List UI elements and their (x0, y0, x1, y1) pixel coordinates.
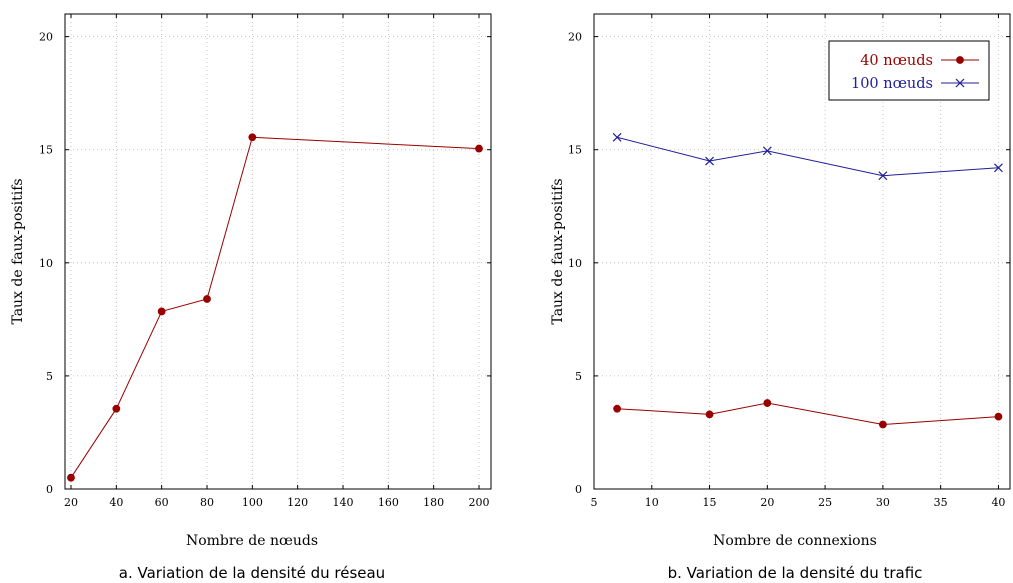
x-tick-label: 180 (423, 496, 444, 509)
series-line (617, 402, 999, 426)
grid (65, 14, 491, 490)
x-tick-label: 40 (991, 496, 1005, 509)
y-tick-label: 10 (39, 257, 53, 270)
data-point-stroke (955, 78, 965, 88)
data-point (705, 156, 714, 166)
data-point (203, 295, 211, 303)
y-tick-label: 20 (568, 31, 582, 44)
data-point (248, 133, 257, 142)
data-point (994, 163, 1003, 173)
x-axis-label: Nombre de connexions (713, 533, 877, 549)
y-axis-label: Taux de faux-positifs (10, 178, 26, 324)
data-point (994, 412, 1003, 421)
data-point-stroke (994, 163, 1003, 173)
x-tick-label: 5 (591, 496, 598, 509)
y-tick-label: 15 (39, 144, 53, 157)
legend: 40 nœuds 100 nœuds (828, 40, 990, 101)
series (612, 132, 1003, 181)
y-tick-label: 20 (39, 31, 53, 44)
y-tick-label: 0 (575, 483, 582, 496)
x-tick-label: 25 (818, 496, 832, 509)
data-point (762, 146, 772, 156)
data-point (613, 404, 622, 413)
x-tick-label: 60 (155, 496, 169, 509)
data-point (705, 410, 714, 419)
x-tick-label: 10 (645, 496, 659, 509)
x-tick-label: 200 (469, 496, 490, 509)
series-line (70, 136, 480, 478)
data-point-stroke (878, 171, 888, 181)
x-tick-label: 100 (242, 496, 263, 509)
data-point (955, 78, 965, 88)
x-tick-label: 40 (109, 496, 123, 509)
data-point (67, 473, 75, 482)
series-line (616, 136, 999, 177)
series (613, 399, 1003, 429)
y-tick-label: 0 (46, 483, 53, 496)
legend-box (828, 40, 990, 101)
data-point-stroke (762, 146, 772, 156)
series (67, 133, 483, 482)
data-point (475, 144, 483, 153)
plot-frame (64, 13, 492, 490)
data-point (112, 404, 121, 413)
x-tick-label: 20 (760, 496, 774, 509)
data-point (878, 420, 887, 429)
chart-caption: b. Variation de la densité du trafic (668, 564, 923, 582)
plot-frame (593, 13, 1011, 490)
x-axis-label: Nombre de nœuds (186, 533, 318, 549)
data-point (157, 307, 166, 316)
chart-caption: a. Variation de la densité du réseau (119, 564, 385, 582)
legend-entry-label: 40 nœuds (860, 53, 933, 69)
legend-entry-label: 100 nœuds (851, 76, 933, 92)
y-tick-label: 5 (46, 370, 53, 383)
x-tick-label: 30 (876, 496, 890, 509)
data-point-stroke (612, 132, 622, 142)
x-tick-label: 35 (934, 496, 948, 509)
x-tick-label: 120 (287, 496, 308, 509)
x-tick-label: 140 (333, 496, 354, 509)
x-tick-label: 15 (703, 496, 717, 509)
data-point (878, 171, 888, 181)
y-tick-label: 10 (568, 257, 582, 270)
chart-node-density: 20 40 60 80 100 120 140 160 180 200 0 5 10 15 20 Nombre… (10, 13, 492, 582)
y-tick-label: 15 (568, 144, 582, 157)
x-tick-label: 160 (378, 496, 399, 509)
data-point (612, 132, 622, 142)
x-tick-label: 80 (200, 496, 214, 509)
x-tick-label: 20 (64, 496, 78, 509)
data-point-stroke (705, 156, 714, 166)
data-point (763, 399, 772, 407)
y-axis-label: Taux de faux-positifs (550, 178, 566, 324)
y-tick-label: 5 (575, 370, 582, 383)
data-point (956, 56, 964, 64)
